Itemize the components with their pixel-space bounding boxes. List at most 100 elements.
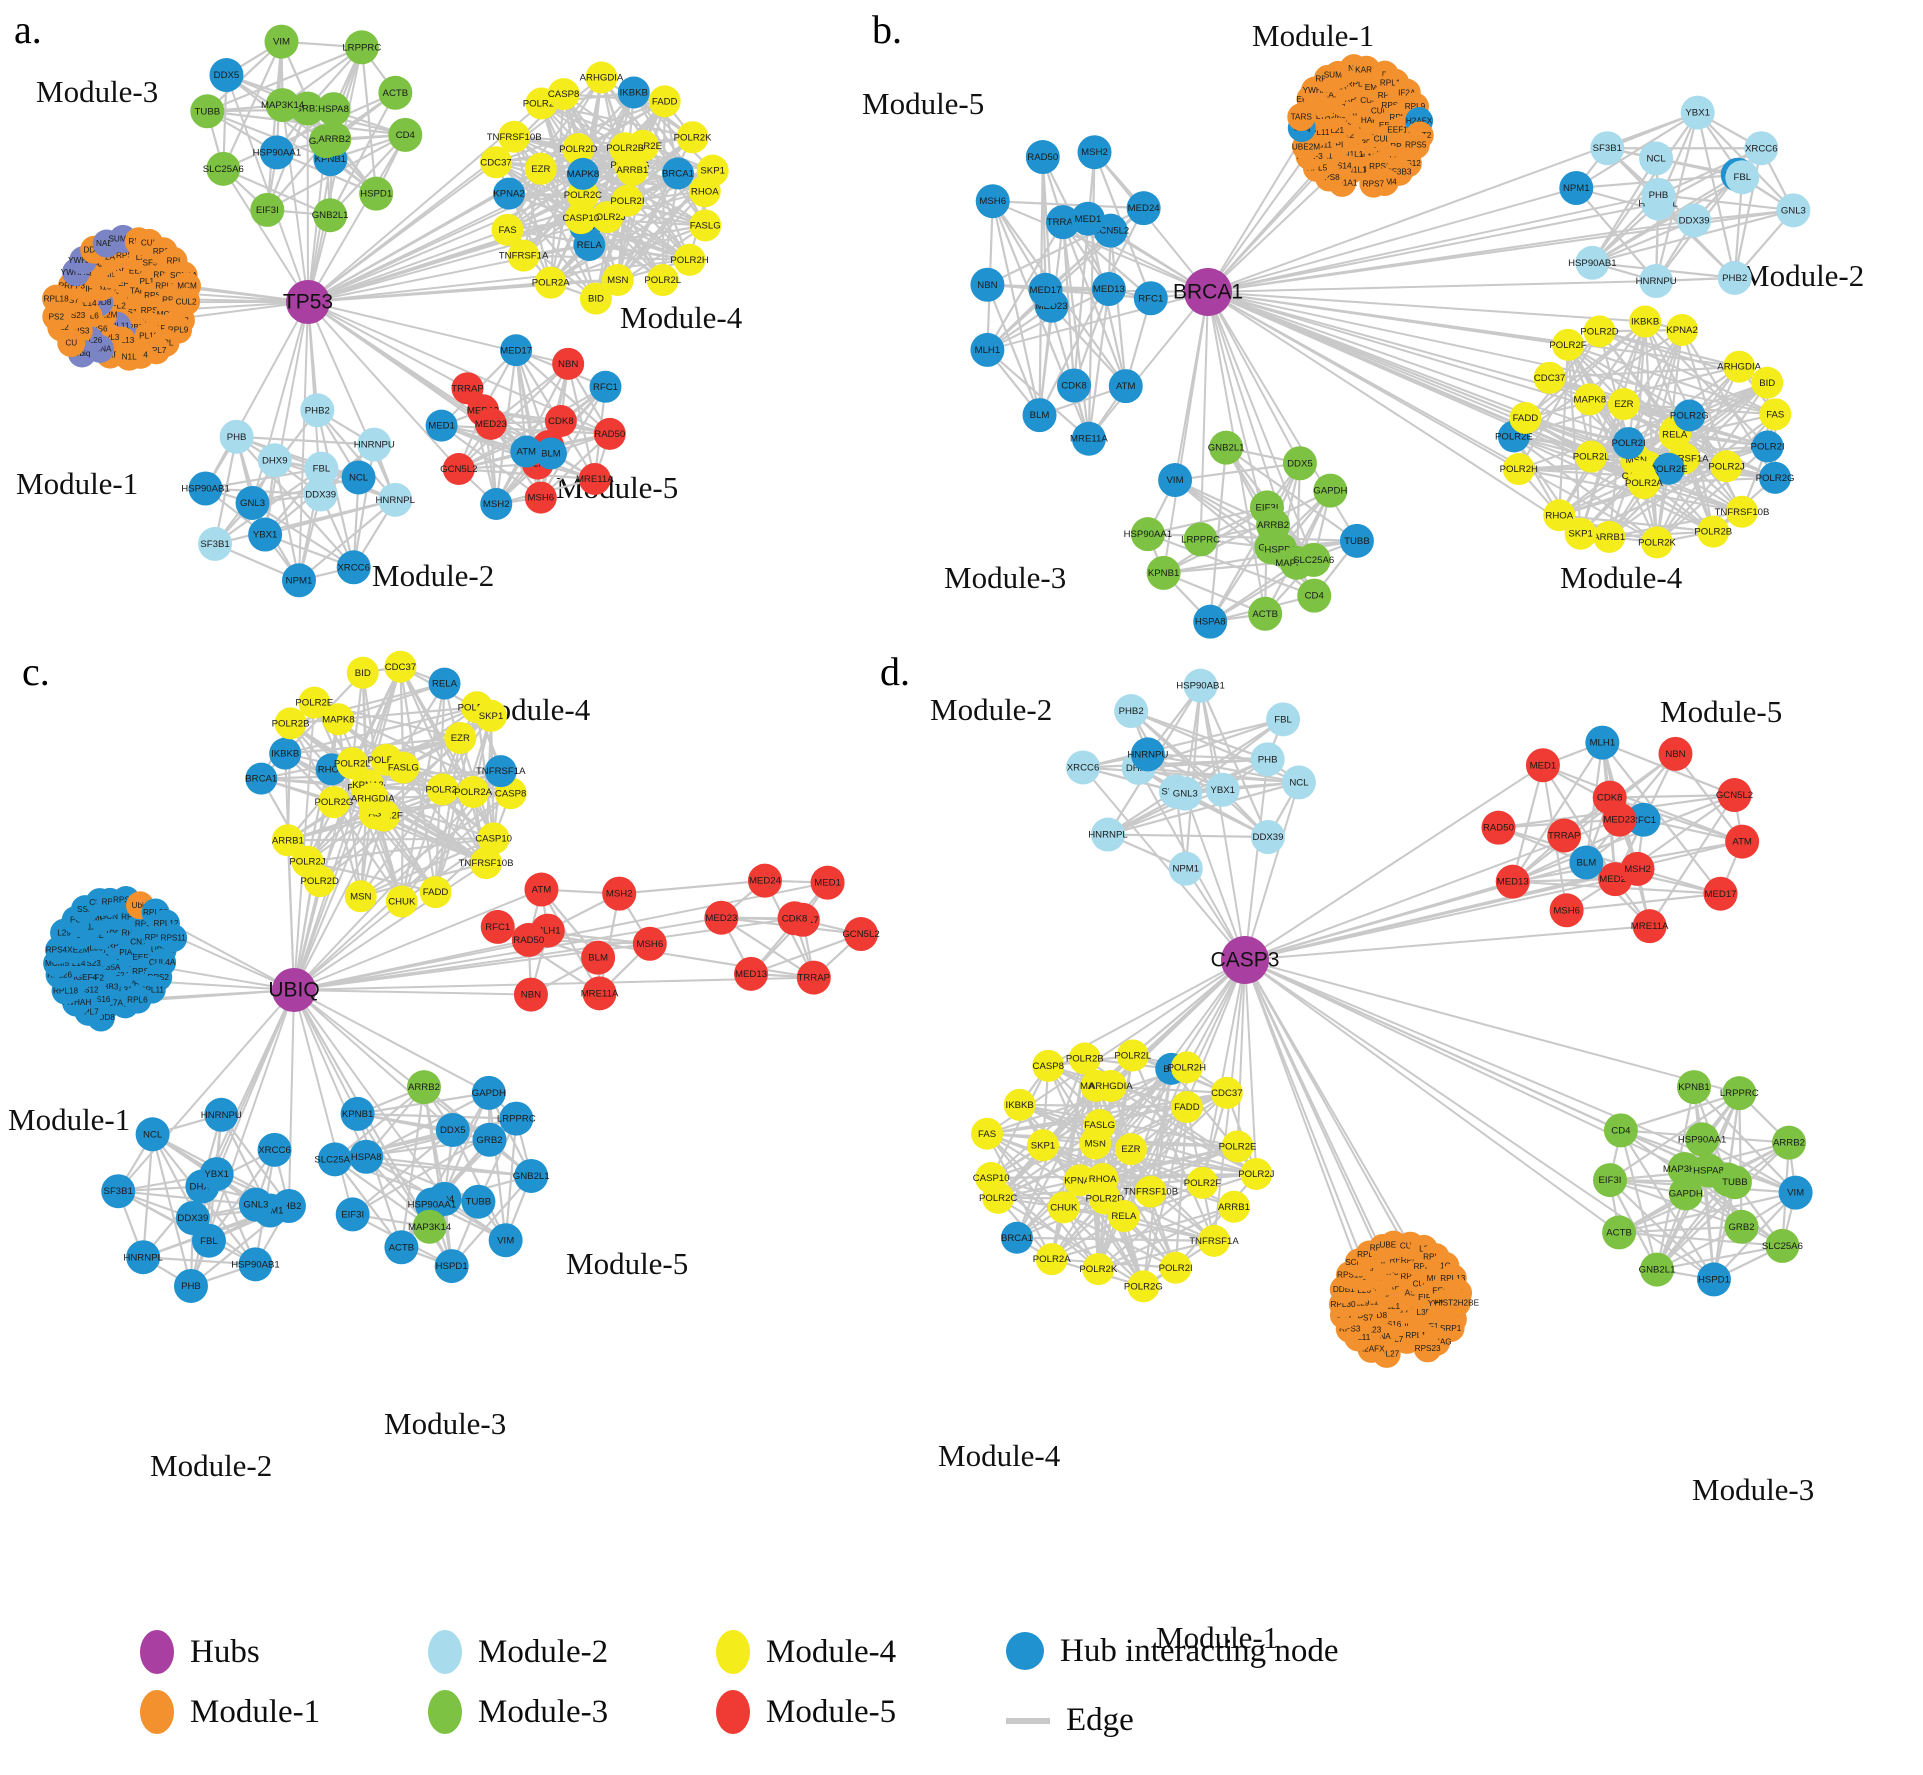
node-arrb1[interactable]: ARRB1 bbox=[616, 153, 649, 186]
node-hsp90aa1[interactable]: HSP90AA1 bbox=[1124, 517, 1173, 552]
node-polr2g[interactable]: POLR2G bbox=[1124, 1270, 1163, 1303]
node-ddx5[interactable]: DDX5 bbox=[1282, 446, 1317, 481]
node-n1l[interactable]: N1L bbox=[115, 342, 144, 371]
node-xrcc6[interactable]: XRCC6 bbox=[257, 1132, 292, 1167]
node-npm1[interactable]: NPM1 bbox=[281, 563, 316, 598]
node-gnl3[interactable]: GNL3 bbox=[235, 485, 270, 520]
node-ybx1[interactable]: YBX1 bbox=[1205, 772, 1240, 807]
node-tnfrsf10b[interactable]: TNFRSF10B bbox=[487, 120, 542, 153]
node-arhgdia[interactable]: ARHGDIA bbox=[580, 61, 624, 94]
node-med1[interactable]: MED1 bbox=[1070, 201, 1105, 236]
node-tnfrsf10b[interactable]: TNFRSF10B bbox=[459, 847, 514, 880]
node-ezr[interactable]: EZR bbox=[444, 721, 477, 754]
node-polr2i[interactable]: POLR2I bbox=[1159, 1251, 1193, 1284]
node-atm[interactable]: ATM bbox=[1725, 824, 1760, 859]
node-actb[interactable]: ACTB bbox=[378, 75, 413, 110]
node-kpnb1[interactable]: KPNB1 bbox=[340, 1096, 375, 1131]
node-polr2a[interactable]: POLR2A bbox=[1625, 467, 1663, 500]
node-polr2j[interactable]: POLR2J bbox=[1238, 1157, 1275, 1190]
node-arrb2[interactable]: ARRB2 bbox=[406, 1070, 441, 1105]
node-hspd1[interactable]: HSPD1 bbox=[359, 176, 394, 211]
node-hsp90ab1[interactable]: HSP90AB1 bbox=[1568, 245, 1617, 280]
node-arrb2[interactable]: ARRB2 bbox=[1771, 1125, 1806, 1160]
node-arhgdia[interactable]: ARHGDIA bbox=[351, 782, 395, 815]
node-fas[interactable]: FAS bbox=[971, 1117, 1004, 1150]
node-med24[interactable]: MED24 bbox=[747, 863, 782, 898]
node-rad50[interactable]: RAD50 bbox=[1025, 140, 1060, 175]
node-polr2f[interactable]: POLR2F bbox=[1184, 1166, 1221, 1199]
node-hnrnpl[interactable]: HNRNPL bbox=[1088, 817, 1128, 852]
node-polr2g[interactable]: POLR2G bbox=[314, 786, 353, 819]
node-mre11a[interactable]: MRE11A bbox=[576, 463, 614, 496]
node-lrpprc[interactable]: LRPPRC bbox=[497, 1101, 536, 1136]
node-xrcc6[interactable]: XRCC6 bbox=[336, 550, 371, 585]
node-slc25a6[interactable]: SLC25A6 bbox=[203, 151, 244, 186]
node-rps7[interactable]: RPS7 bbox=[1359, 169, 1388, 198]
node-hspa8[interactable]: HSPA8 bbox=[349, 1139, 384, 1174]
node-msh6[interactable]: MSH6 bbox=[975, 184, 1010, 219]
node-faslg[interactable]: FASLG bbox=[1083, 1108, 1116, 1141]
node-eif3i[interactable]: EIF3I bbox=[335, 1197, 370, 1232]
node-arrb2[interactable]: ARRB2 bbox=[317, 121, 352, 156]
node-arhgdia[interactable]: ARHGDIA bbox=[1717, 350, 1762, 383]
node-hsp90ab1[interactable]: HSP90AB1 bbox=[1176, 668, 1225, 703]
node-gapdh[interactable]: GAPDH bbox=[1313, 473, 1347, 508]
node-gnb2l1[interactable]: GNB2L1 bbox=[312, 198, 349, 233]
node-ncl[interactable]: NCL bbox=[135, 1117, 170, 1152]
node-ezr[interactable]: EZR bbox=[1114, 1133, 1147, 1166]
node-hspa8[interactable]: HSPA8 bbox=[1193, 604, 1228, 639]
node-fas[interactable]: FAS bbox=[491, 213, 524, 246]
node-casp8[interactable]: CASP8 bbox=[547, 78, 580, 111]
node-casp10[interactable]: CASP10 bbox=[973, 1161, 1010, 1194]
node-msh2[interactable]: MSH2 bbox=[1077, 135, 1112, 170]
node-actb[interactable]: ACTB bbox=[1248, 596, 1283, 631]
node-fadd[interactable]: FADD bbox=[1509, 401, 1542, 434]
node-hnrnpu[interactable]: HNRNPU bbox=[354, 427, 395, 462]
node-skp1[interactable]: SKP1 bbox=[1564, 517, 1597, 550]
node-cdk8[interactable]: CDK8 bbox=[777, 901, 812, 936]
node-rfc1[interactable]: RFC1 bbox=[480, 909, 515, 944]
node-polr2l[interactable]: POLR2L bbox=[644, 264, 682, 297]
node-slc25a6[interactable]: SLC25A6 bbox=[1293, 542, 1334, 577]
node-lrpprc[interactable]: LRPPRC bbox=[1720, 1076, 1759, 1111]
node-tubb[interactable]: TUBB bbox=[1717, 1165, 1752, 1200]
node-polr2i[interactable]: POLR2I bbox=[1751, 430, 1785, 463]
node-hspa8[interactable]: HSPA8 bbox=[1691, 1153, 1726, 1188]
node-grb2[interactable]: GRB2 bbox=[1724, 1209, 1759, 1244]
node-chuk[interactable]: CHUK bbox=[1047, 1191, 1080, 1224]
node-med13[interactable]: MED13 bbox=[1091, 272, 1126, 307]
node-med17[interactable]: MED17 bbox=[500, 334, 533, 367]
node-polr2k[interactable]: POLR2K bbox=[1079, 1253, 1118, 1286]
node-ikbkb[interactable]: IKBKB bbox=[1629, 305, 1662, 338]
node-tnfrsf10b[interactable]: TNFRSF10B bbox=[1714, 495, 1769, 528]
node-polr2g[interactable]: POLR2G bbox=[1756, 461, 1795, 494]
node-mapk8[interactable]: MAPK8 bbox=[567, 157, 600, 190]
node-atm[interactable]: ATM bbox=[510, 435, 543, 468]
node-gnl3[interactable]: GNL3 bbox=[238, 1187, 273, 1222]
node-cdk8[interactable]: CDK8 bbox=[1057, 368, 1092, 403]
node-arrb2[interactable]: ARRB2 bbox=[1256, 508, 1291, 543]
node-polr2f[interactable]: POLR2F bbox=[1549, 328, 1587, 361]
node-actb[interactable]: ACTB bbox=[384, 1230, 419, 1265]
node-faslg[interactable]: FASLG bbox=[387, 751, 420, 784]
node-ezr[interactable]: EZR bbox=[524, 152, 557, 185]
node-hsp90ab1[interactable]: HSP90AB1 bbox=[181, 471, 230, 506]
node-slc25a6[interactable]: SLC25A6 bbox=[1762, 1228, 1803, 1263]
node-xrcc6[interactable]: XRCC6 bbox=[1744, 131, 1779, 166]
node-polr2l[interactable]: POLR2L bbox=[1114, 1039, 1152, 1072]
node-cdc37[interactable]: CDC37 bbox=[1533, 361, 1566, 394]
node-med24[interactable]: MED24 bbox=[1126, 191, 1161, 226]
node-hnrnpu[interactable]: HNRNPU bbox=[1127, 737, 1168, 772]
node-gnb2l1[interactable]: GNB2L1 bbox=[1639, 1252, 1676, 1287]
node-hsp90aa1[interactable]: HSP90AA1 bbox=[1678, 1122, 1727, 1157]
node-mapk8[interactable]: MAPK8 bbox=[322, 703, 355, 736]
node-rad50[interactable]: RAD50 bbox=[593, 417, 626, 450]
node-rps23[interactable]: RPS23 bbox=[1413, 1334, 1442, 1363]
node-cdc37[interactable]: CDC37 bbox=[1210, 1076, 1243, 1109]
node-brca1[interactable]: BRCA1 bbox=[661, 157, 694, 190]
node-rad50[interactable]: RAD50 bbox=[1481, 810, 1516, 845]
node-polr2k[interactable]: POLR2K bbox=[674, 121, 712, 154]
node-tubb[interactable]: TUBB bbox=[1339, 523, 1374, 558]
node-polr2k[interactable]: POLR2K bbox=[1638, 526, 1677, 559]
node-eif3i[interactable]: EIF3I bbox=[250, 192, 285, 227]
